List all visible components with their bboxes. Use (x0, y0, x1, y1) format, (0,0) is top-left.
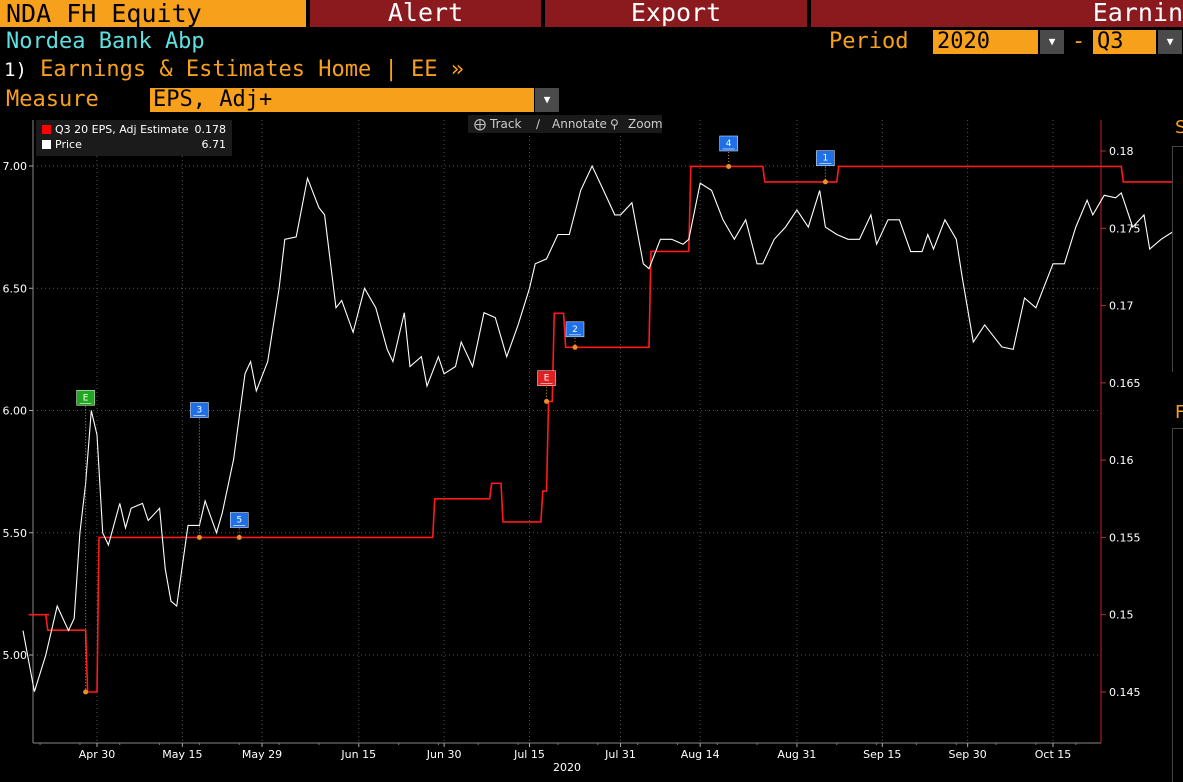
annotate-button[interactable]: Annotate (552, 117, 607, 131)
legend-value: 0.178 (194, 123, 227, 136)
x-tick-label: Aug 14 (681, 748, 720, 761)
x-tick-label: May 29 (242, 748, 282, 761)
y-tick-label-right: 0.155 (1109, 531, 1141, 544)
annotation-marker (230, 512, 249, 528)
earnings-chart[interactable]: 5.00 5.50 6.00 6.50 7.00 0.145 0.15 0.155 0.16 0.… (0, 114, 1172, 782)
x-tick-label: Jul 31 (604, 748, 636, 761)
y-tick-label-right: 0.165 (1109, 377, 1141, 390)
right-panel-heading-top: S (1175, 117, 1183, 138)
y-tick-label-left: 6.50 (3, 282, 28, 295)
x-tick-label: Sep 15 (863, 748, 901, 761)
annotation-marker (719, 135, 738, 152)
export-button[interactable]: Export (545, 0, 807, 27)
annotation-marker (565, 321, 585, 338)
x-tick-label: Oct 15 (1035, 748, 1072, 761)
annotation-marker-label: 4 (726, 139, 732, 149)
x-tick-label: Jun 30 (426, 748, 462, 761)
chevron-down-icon[interactable]: ▼ (1158, 30, 1182, 54)
legend-item-estimate: Q3 20 EPS, Adj Estimate 0.178 (42, 123, 226, 137)
estimate-point (822, 179, 828, 185)
y-tick-label-right: 0.16 (1109, 454, 1134, 467)
annotation-marker (816, 150, 835, 166)
earnings-button[interactable]: Earnin (811, 0, 1183, 27)
legend-swatch (42, 125, 51, 134)
x-tick-label: May 15 (162, 748, 202, 761)
right-panel-bottom (1172, 428, 1183, 782)
pencil-icon[interactable]: ∕ (536, 117, 541, 131)
annotation-marker-label: E (544, 374, 550, 384)
chevron-down-icon[interactable]: ▼ (1040, 30, 1064, 54)
x-tick-label: Sep 30 (949, 748, 987, 761)
track-button[interactable]: Track (490, 117, 522, 131)
x-year-label: 2020 (553, 761, 581, 774)
y-tick-label-left: 5.50 (3, 527, 28, 540)
breadcrumb-text[interactable]: Earnings & Estimates Home | EE » (40, 57, 464, 82)
estimate-point (196, 534, 202, 540)
search-icon[interactable]: ⚲ (610, 117, 619, 131)
legend-label: Q3 20 EPS, Adj Estimate (55, 123, 189, 136)
legend-value: 6.71 (201, 138, 227, 151)
annotation-marker (76, 390, 95, 406)
period-separator: - (1072, 29, 1086, 54)
alert-button[interactable]: Alert (310, 0, 541, 27)
x-tick-label: Apr 30 (79, 748, 116, 761)
estimate-point (83, 689, 89, 695)
y-tick-label-left: 5.00 (3, 649, 28, 662)
annotation-marker-label: 1 (823, 154, 829, 164)
estimate-line (28, 165, 1172, 693)
x-tick-label: Jul 15 (513, 748, 545, 761)
period-label: Period (829, 29, 909, 54)
annotation-marker-label: 3 (197, 406, 203, 416)
annotation-marker-label: 5 (236, 516, 242, 526)
annotation-marker-label: E (83, 393, 89, 403)
breadcrumb[interactable]: 1) Earnings & Estimates Home | EE » (4, 57, 464, 83)
x-tick-label: Jun 15 (340, 748, 376, 761)
chart-toolbar: ⨁ Track ∕ Annotate ⚲ Zoom (468, 115, 663, 133)
y-tick-label-right: 0.145 (1109, 686, 1141, 699)
chevron-down-icon[interactable]: ▼ (535, 88, 559, 112)
annotation-marker-label: 2 (572, 325, 578, 335)
y-tick-label-right: 0.15 (1109, 609, 1134, 622)
y-tick-label-right: 0.17 (1109, 300, 1134, 313)
legend-label: Price (55, 138, 82, 151)
estimate-point (726, 163, 732, 169)
y-tick-label-left: 6.00 (3, 405, 28, 418)
period-quarter-select[interactable]: Q3 (1093, 30, 1156, 54)
security-ticker[interactable]: NDA FH Equity (0, 0, 306, 27)
x-tick-label: Aug 31 (777, 748, 816, 761)
measure-select[interactable]: EPS, Adj+ (150, 88, 534, 112)
period-year-select[interactable]: 2020 (933, 30, 1038, 54)
annotation-marker (190, 402, 209, 418)
right-panel-heading-bottom: F (1175, 402, 1183, 423)
legend-swatch (42, 140, 51, 149)
annotation-marker (537, 370, 556, 386)
crosshair-icon[interactable]: ⨁ (474, 117, 486, 131)
chart-legend: Q3 20 EPS, Adj Estimate 0.178 Price 6.71 (36, 120, 232, 156)
company-name: Nordea Bank Abp (6, 29, 205, 54)
measure-label: Measure (6, 87, 99, 112)
estimate-point (572, 344, 578, 350)
legend-item-price: Price 6.71 (42, 138, 226, 152)
zoom-button[interactable]: Zoom (628, 117, 663, 131)
y-tick-label-left: 7.00 (3, 160, 28, 173)
y-tick-label-right: 0.18 (1109, 145, 1134, 158)
estimate-point (236, 534, 242, 540)
price-line (22, 164, 1172, 692)
estimate-point (544, 398, 550, 404)
right-panel-top (1172, 146, 1183, 372)
breadcrumb-number: 1) (4, 59, 27, 81)
